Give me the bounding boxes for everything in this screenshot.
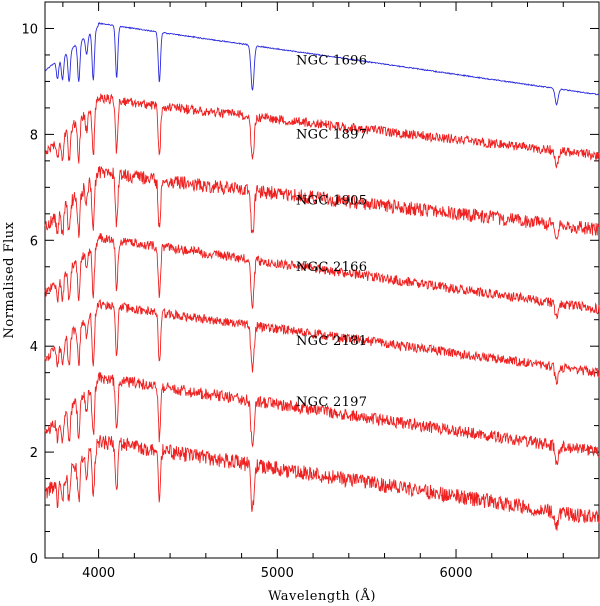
series-label-6: NGC 2197 <box>296 395 367 410</box>
y-tick-label: 8 <box>30 128 38 143</box>
series-line-5 <box>44 371 600 465</box>
x-tick-label: 4000 <box>82 566 115 581</box>
series-labels: Template Yg ((200 − 350) Myr)NGC 1696NGC… <box>296 53 367 410</box>
y-tick-label: 10 <box>21 22 38 37</box>
series-line-0 <box>44 21 599 106</box>
series-label-4: NGC 2166 <box>296 260 367 275</box>
y-axis-label: Normalised Flux <box>2 221 17 338</box>
series-line-3 <box>44 233 600 320</box>
y-tick-label: 6 <box>30 234 38 249</box>
x-axis-label: Wavelength (Å) <box>268 588 376 604</box>
series-label-5: NGC 2181 <box>296 334 367 349</box>
series-line-1 <box>44 93 600 169</box>
series-line-2 <box>44 166 600 241</box>
series-line-6 <box>44 435 600 531</box>
series-label-3: NGC 1905 <box>296 194 367 209</box>
y-tick-label: 0 <box>30 552 38 567</box>
y-tick-label: 4 <box>30 340 38 355</box>
axis-ticks: 4000 5000 6000 0 2 4 6 8 10 <box>21 2 600 581</box>
y-tick-label: 2 <box>30 446 38 461</box>
series-label-2: NGC 1897 <box>296 127 367 142</box>
plot-frame <box>44 1 600 559</box>
series-label-1: NGC 1696 <box>296 53 367 68</box>
x-tick-label: 6000 <box>439 566 472 581</box>
x-tick-label: 5000 <box>261 566 294 581</box>
series-line-4 <box>44 299 600 385</box>
series-group <box>44 21 600 531</box>
